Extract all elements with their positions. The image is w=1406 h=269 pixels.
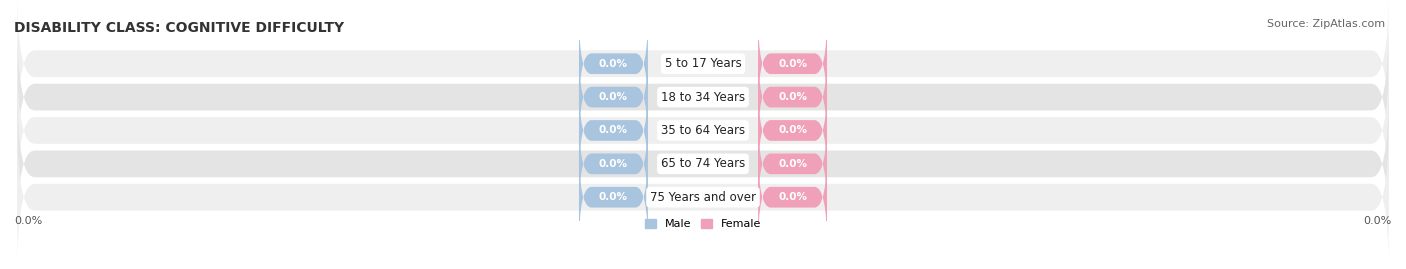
Text: Source: ZipAtlas.com: Source: ZipAtlas.com [1267,19,1385,29]
FancyBboxPatch shape [579,114,648,214]
FancyBboxPatch shape [17,94,1389,234]
FancyBboxPatch shape [17,60,1389,201]
FancyBboxPatch shape [758,114,827,214]
FancyBboxPatch shape [17,127,1389,267]
FancyBboxPatch shape [17,27,1389,167]
Text: 65 to 74 Years: 65 to 74 Years [661,157,745,170]
Text: 5 to 17 Years: 5 to 17 Years [665,57,741,70]
FancyBboxPatch shape [758,147,827,247]
Text: 35 to 64 Years: 35 to 64 Years [661,124,745,137]
Text: 0.0%: 0.0% [14,215,42,226]
FancyBboxPatch shape [579,147,648,247]
Text: 0.0%: 0.0% [599,59,628,69]
Text: 0.0%: 0.0% [778,59,807,69]
Text: DISABILITY CLASS: COGNITIVE DIFFICULTY: DISABILITY CLASS: COGNITIVE DIFFICULTY [14,21,344,35]
FancyBboxPatch shape [758,81,827,180]
Text: 0.0%: 0.0% [778,125,807,136]
Text: 18 to 34 Years: 18 to 34 Years [661,91,745,104]
FancyBboxPatch shape [758,14,827,114]
Text: 0.0%: 0.0% [778,92,807,102]
Text: 0.0%: 0.0% [599,92,628,102]
Text: 0.0%: 0.0% [599,159,628,169]
Text: 0.0%: 0.0% [599,192,628,202]
FancyBboxPatch shape [579,47,648,147]
Text: 0.0%: 0.0% [1364,215,1392,226]
Text: 0.0%: 0.0% [778,192,807,202]
FancyBboxPatch shape [579,81,648,180]
FancyBboxPatch shape [579,14,648,114]
Legend: Male, Female: Male, Female [645,219,761,229]
FancyBboxPatch shape [758,47,827,147]
Text: 0.0%: 0.0% [599,125,628,136]
Text: 75 Years and over: 75 Years and over [650,191,756,204]
FancyBboxPatch shape [17,0,1389,134]
Text: 0.0%: 0.0% [778,159,807,169]
